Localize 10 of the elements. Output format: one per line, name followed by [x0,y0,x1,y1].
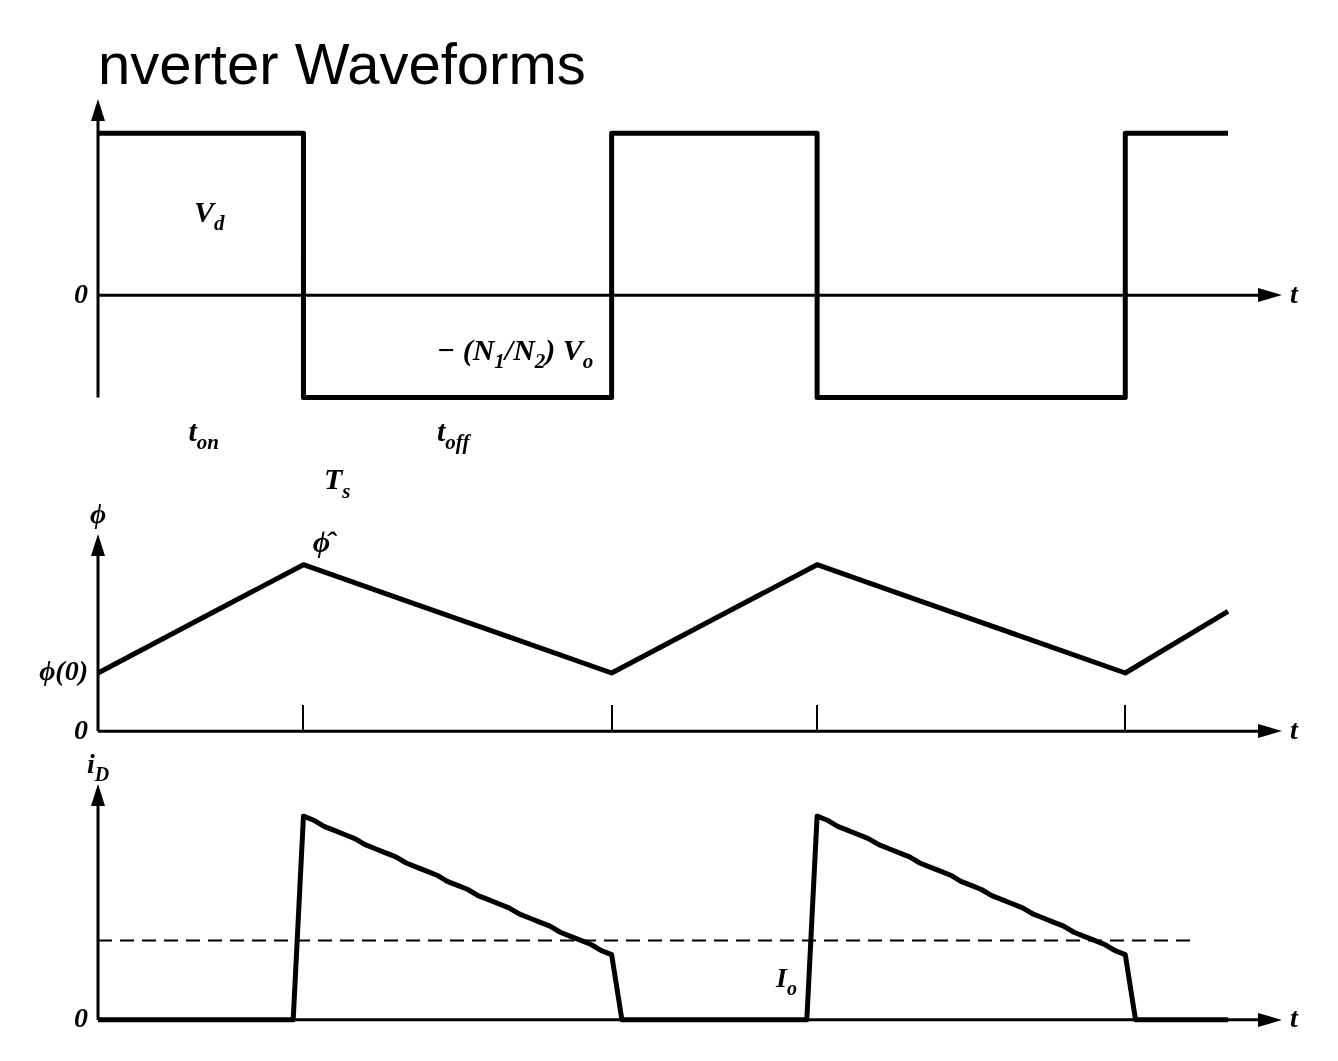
text: 0 [74,1002,88,1034]
x-axis-title: t [1290,713,1299,745]
text: 0 [74,713,88,745]
y-axis-title: ϕ [89,498,107,530]
text: ϕ̂ [312,525,338,559]
text: 0 [74,277,88,309]
text: ϕ(0) [39,655,89,687]
x-axis-title: t [1290,277,1299,309]
x-axis-title: t [1290,1002,1299,1034]
chart-title: nverter Waveforms [98,30,586,96]
